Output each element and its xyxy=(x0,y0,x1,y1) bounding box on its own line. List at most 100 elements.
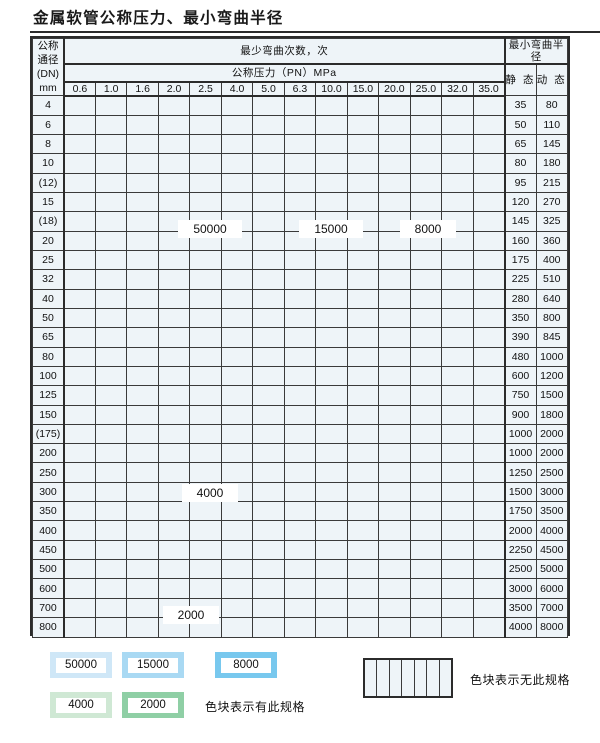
cell-dn: 80 xyxy=(31,346,65,367)
cell-pressure xyxy=(220,365,254,387)
cell-pressure xyxy=(189,133,222,155)
cell-dynamic-radius: 6000 xyxy=(535,578,568,599)
cell-pressure xyxy=(126,501,159,522)
legend-stripe xyxy=(415,660,428,696)
cell-pressure xyxy=(346,327,380,348)
header-pressure-6.3: 6.3 xyxy=(283,81,317,97)
cell-pressure xyxy=(126,539,159,561)
cell-pressure xyxy=(315,191,348,213)
cell-static-radius: 35 xyxy=(504,95,537,116)
cell-pressure xyxy=(472,617,506,638)
cell-static-radius: 65 xyxy=(504,133,537,155)
cell-dynamic-radius: 1200 xyxy=(535,365,568,387)
cell-pressure xyxy=(441,191,474,213)
cell-pressure xyxy=(94,617,128,638)
cell-pressure xyxy=(63,404,96,425)
legend-swatch-label: 4000 xyxy=(56,697,106,713)
cell-pressure xyxy=(220,307,254,329)
cell-pressure xyxy=(252,423,285,445)
cell-pressure xyxy=(472,211,506,232)
legend-swatch-label: 15000 xyxy=(128,657,178,673)
cell-dn: 200 xyxy=(31,443,65,464)
cell-pressure xyxy=(409,559,443,580)
cell-pressure xyxy=(315,269,348,290)
cell-pressure xyxy=(157,133,191,155)
cell-pressure xyxy=(126,578,159,599)
cell-pressure xyxy=(157,114,191,135)
table-row: 500 2500 5000 xyxy=(31,559,568,580)
header-row-pressure-values: 0.6 1.0 1.6 2.0 2.5 4.0 5.0 6.3 10.0 15.0 20.0 25.0… xyxy=(33,81,568,97)
cell-pressure xyxy=(409,327,443,348)
cell-pressure xyxy=(189,520,222,541)
cell-static-radius: 50 xyxy=(504,114,537,135)
cell-pressure xyxy=(220,501,254,522)
cell-pressure xyxy=(283,327,317,348)
cell-pressure xyxy=(441,520,474,541)
cell-static-radius: 1000 xyxy=(504,423,537,445)
cell-pressure xyxy=(472,520,506,541)
cell-pressure xyxy=(378,539,411,561)
cell-pressure xyxy=(283,153,317,174)
legend-swatch-2000: 2000 xyxy=(122,692,184,718)
cell-pressure xyxy=(472,365,506,387)
table-row: 200 1000 2000 xyxy=(31,443,568,464)
cell-pressure xyxy=(189,172,222,193)
cell-pressure xyxy=(63,230,96,251)
cell-pressure xyxy=(315,559,348,580)
cell-dynamic-radius: 270 xyxy=(535,191,568,213)
cell-dynamic-radius: 5000 xyxy=(535,559,568,580)
cell-pressure xyxy=(472,423,506,445)
table-row: (175) 1000 2000 xyxy=(31,423,568,445)
cell-pressure xyxy=(157,423,191,445)
cell-pressure xyxy=(378,191,411,213)
cell-pressure xyxy=(252,365,285,387)
cell-pressure xyxy=(441,365,474,387)
cell-pressure xyxy=(94,346,128,367)
cell-pressure xyxy=(157,249,191,271)
cell-pressure xyxy=(315,249,348,271)
cell-pressure xyxy=(189,249,222,271)
cell-pressure xyxy=(283,114,317,135)
cell-pressure xyxy=(252,404,285,425)
cell-pressure xyxy=(189,423,222,445)
cell-pressure xyxy=(378,462,411,483)
cell-pressure xyxy=(189,191,222,213)
cell-pressure xyxy=(283,95,317,116)
cell-static-radius: 1250 xyxy=(504,462,537,483)
header-dn-line-1: 通径 xyxy=(37,54,59,67)
header-pressure-5.0: 5.0 xyxy=(252,81,285,97)
cell-dn: 65 xyxy=(31,327,65,348)
cell-pressure xyxy=(63,211,96,232)
cell-pressure xyxy=(94,404,128,425)
cell-pressure xyxy=(409,191,443,213)
cell-pressure xyxy=(315,114,348,135)
legend-swatch-label: 8000 xyxy=(221,657,271,673)
cell-pressure xyxy=(94,520,128,541)
cell-pressure xyxy=(378,365,411,387)
cell-pressure xyxy=(126,597,159,619)
cell-pressure xyxy=(220,578,254,599)
cell-dynamic-radius: 1000 xyxy=(535,346,568,367)
cell-dn: 300 xyxy=(31,481,65,503)
header-pressure-32.0: 32.0 xyxy=(441,81,474,97)
cell-pressure xyxy=(157,346,191,367)
cell-pressure xyxy=(252,269,285,290)
cell-pressure xyxy=(315,520,348,541)
cell-pressure xyxy=(346,269,380,290)
cell-dn: 500 xyxy=(31,559,65,580)
cell-dn: 4 xyxy=(31,95,65,116)
cell-static-radius: 175 xyxy=(504,249,537,271)
cell-pressure xyxy=(157,307,191,329)
cell-dn: (12) xyxy=(31,172,65,193)
table-row: 600 3000 6000 xyxy=(31,578,568,599)
cell-pressure xyxy=(63,443,96,464)
cell-dn: 25 xyxy=(31,249,65,271)
cell-dn: 400 xyxy=(31,520,65,541)
cell-pressure xyxy=(315,481,348,503)
cell-pressure xyxy=(378,327,411,348)
cell-pressure xyxy=(189,95,222,116)
cell-pressure xyxy=(94,288,128,309)
cell-pressure xyxy=(252,385,285,406)
cell-pressure xyxy=(441,443,474,464)
cell-pressure xyxy=(378,307,411,329)
